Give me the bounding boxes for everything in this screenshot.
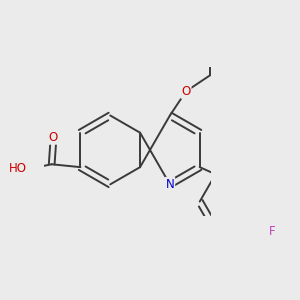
Text: O: O — [181, 85, 190, 98]
Text: O: O — [49, 131, 58, 144]
Text: HO: HO — [8, 162, 26, 176]
Text: F: F — [269, 225, 275, 238]
Text: N: N — [166, 178, 174, 191]
